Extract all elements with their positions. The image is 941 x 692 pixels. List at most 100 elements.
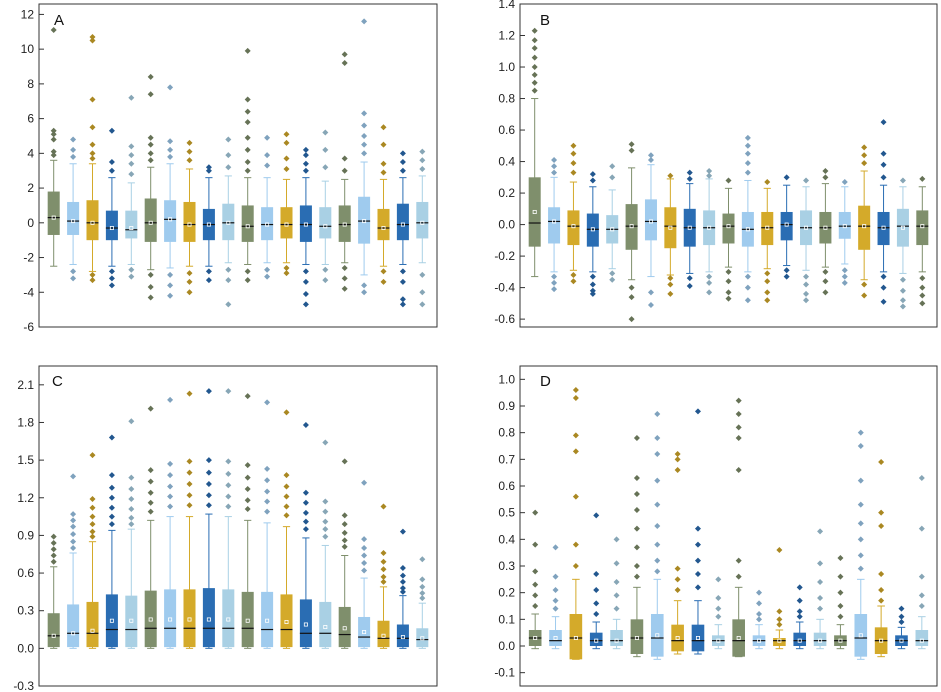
outlier-point [589,287,596,294]
box-group [610,536,623,650]
outlier-point [570,160,577,167]
y-tick-label: -0.1 [494,666,515,680]
box [586,213,599,247]
mean-marker [303,622,308,627]
outlier-point [380,503,387,510]
outlier-point [572,432,579,439]
y-tick-label: 1.0 [498,60,515,74]
outlier-point [361,536,368,543]
box-group [67,136,80,282]
outlier-point [89,155,96,162]
box-group [630,435,644,658]
box-group [586,171,599,297]
outlier-point [225,493,232,500]
mean-marker [629,224,634,229]
outlier-point [725,268,732,275]
outlier-point [244,159,251,166]
outlier-point [706,168,713,175]
outlier-point [570,150,577,157]
outlier-point [744,160,751,167]
y-tick-label: 0 [27,216,34,230]
outlier-point [686,275,693,282]
outlier-point [593,600,600,607]
outlier-point [283,409,290,416]
outlier-point [361,282,368,289]
outlier-point [264,399,271,406]
outlier-point [108,268,115,275]
panel-d: D -0.1 0.0 0.1 0.2 0.3 0.4 0.5 0.6 0.7 0.8 0.9 1.0 [494,365,938,687]
outlier-point [880,298,887,305]
mean-marker [818,638,823,643]
box-group [67,473,80,649]
y-tick-label: 0.6 [498,479,515,493]
outlier-point [399,159,406,166]
outlier-point [647,152,654,159]
outlier-point [531,37,538,44]
outlier-point [857,443,864,449]
outlier-point [861,152,868,159]
box-group [567,142,580,285]
outlier-point [380,278,387,285]
outlier-point [108,484,115,491]
box-group [338,458,351,649]
mean-marker [245,618,250,623]
outlier-point [532,568,539,575]
box-group [773,547,786,650]
outlier-point [380,573,387,580]
outlier-point [322,129,329,136]
outlier-point [89,124,96,131]
outlier-point [572,395,579,401]
outlier-point [552,587,559,593]
outlier-point [186,458,193,465]
outlier-point [70,153,77,160]
box [377,208,390,241]
box [261,207,274,241]
outlier-point [322,277,329,284]
outlier-point [628,141,635,148]
outlier-point [186,289,193,296]
outlier-point [861,144,868,151]
outlier-point [694,541,701,548]
outlier-point [589,273,596,280]
outlier-point [322,508,329,515]
outlier-point [857,565,864,572]
mean-marker [168,217,173,222]
outlier-point [302,291,309,298]
outlier-point [380,566,387,573]
outlier-point [108,434,115,441]
outlier-point [225,301,232,308]
mean-marker [532,209,537,214]
box-group [86,452,99,649]
outlier-point [264,488,271,495]
outlier-point [380,141,387,148]
outlier-point [361,122,368,129]
panel-b: B -0.6 -0.4 -0.2 0.0 0.2 0.4 0.6 0.8 1.0 1.2 1.4 [494,0,938,328]
outlier-point [918,603,925,609]
outlier-point [613,605,620,612]
outlier-point [725,278,732,285]
outlier-point [686,169,693,176]
outlier-point [322,439,329,446]
box-group [834,555,847,650]
outlier-point [654,411,661,417]
mean-marker [610,227,615,232]
box-group [319,439,332,649]
box-group [105,127,118,289]
outlier-point [654,435,661,441]
outlier-point [108,127,115,134]
outlier-point [589,171,596,178]
outlier-point [167,292,174,299]
outlier-point [283,131,290,138]
y-tick-label: 0.4 [498,532,515,546]
outlier-point [694,571,701,577]
outlier-point [205,164,212,171]
outlier-point [380,160,387,167]
outlier-point [419,576,426,583]
outlier-point [706,289,713,296]
outlier-point [609,276,616,283]
panel-a-y-axis: -6 -4 -2 0 2 4 6 8 10 12 [21,7,44,334]
outlier-point [108,513,115,520]
y-tick-label: 0.4 [498,155,515,169]
outlier-point [128,496,135,503]
